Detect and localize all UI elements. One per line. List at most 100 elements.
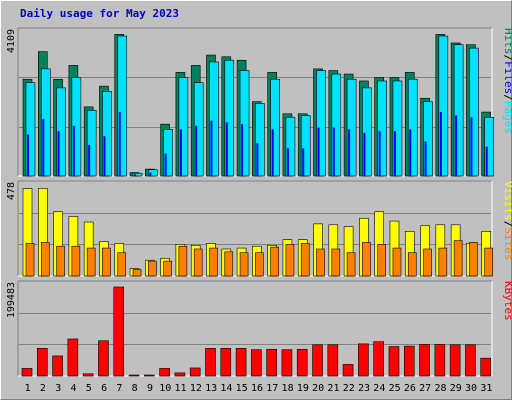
files-bar-day-30 xyxy=(470,117,473,176)
files-bar-day-3 xyxy=(57,131,60,176)
files-bar-day-12 xyxy=(195,125,198,176)
x-tick-label-day-25: 25 xyxy=(389,383,401,394)
pages-bar-day-5 xyxy=(86,110,97,177)
files-bar-day-8 xyxy=(134,174,137,176)
kbytes-bar-day-29 xyxy=(449,344,461,377)
x-tick-label-day-8: 8 xyxy=(132,383,138,394)
files-bar-day-25 xyxy=(393,131,396,176)
pages-bar-day-17 xyxy=(270,78,280,177)
files-bar-day-1 xyxy=(27,134,29,176)
pages-bar-day-18 xyxy=(285,116,296,177)
pages-bar-day-1 xyxy=(25,82,36,177)
sites-bar-day-23 xyxy=(362,242,371,277)
chart-title: Daily usage for May 2023 xyxy=(20,7,179,20)
files-bar-day-6 xyxy=(103,136,106,176)
kbytes-bar-day-1 xyxy=(21,368,33,377)
pages-bar-day-24 xyxy=(377,80,387,177)
sites-bar-day-7 xyxy=(117,252,127,277)
x-tick-label-day-3: 3 xyxy=(55,383,61,394)
legend-entry: Pages xyxy=(502,101,512,134)
sites-bar-day-17 xyxy=(270,246,279,277)
pages-bar-day-3 xyxy=(56,87,66,177)
sites-bar-day-1 xyxy=(25,243,35,277)
files-bar-day-29 xyxy=(455,115,458,176)
sites-bar-day-9 xyxy=(148,260,157,277)
files-bar-day-23 xyxy=(363,132,366,176)
pages-bar-day-22 xyxy=(346,78,357,177)
kbytes-bar-day-7 xyxy=(113,286,125,377)
sites-bar-day-20 xyxy=(316,248,325,277)
sites-bar-day-24 xyxy=(377,244,386,277)
x-tick-label-day-5: 5 xyxy=(86,383,92,394)
sites-bar-day-5 xyxy=(86,247,96,277)
x-tick-label-day-24: 24 xyxy=(373,383,385,394)
sites-bar-day-31 xyxy=(484,247,494,277)
y-max-label-bottom: 199483 xyxy=(6,282,17,318)
kbytes-bar-day-11 xyxy=(174,372,186,377)
legend-bottom: KBytes xyxy=(502,281,512,321)
kbytes-bar-day-18 xyxy=(281,349,293,377)
kbytes-bar-day-12 xyxy=(189,367,201,377)
legend-entry: / xyxy=(502,221,512,228)
legend-entry: Files xyxy=(502,61,512,94)
y-max-label-top: 4109 xyxy=(6,29,17,53)
sites-bar-day-22 xyxy=(346,252,356,277)
sites-bar-day-19 xyxy=(300,243,310,277)
x-tick-label-day-15: 15 xyxy=(236,383,248,394)
pages-bar-day-21 xyxy=(331,73,342,177)
files-bar-day-21 xyxy=(332,127,335,176)
pages-bar-day-15 xyxy=(239,70,250,177)
files-bar-day-15 xyxy=(241,124,244,176)
files-bar-day-19 xyxy=(302,148,305,176)
x-tick-label-day-4: 4 xyxy=(71,383,77,394)
sites-bar-day-16 xyxy=(255,252,264,277)
kbytes-bar-day-9 xyxy=(144,374,155,377)
kbytes-bar-day-22 xyxy=(342,364,354,377)
sites-bar-day-15 xyxy=(239,252,249,277)
x-tick-label-day-27: 27 xyxy=(419,383,431,394)
kbytes-bar-day-23 xyxy=(358,343,369,377)
legend-entry: / xyxy=(502,55,512,62)
x-tick-label-day-16: 16 xyxy=(251,383,263,394)
x-tick-label-day-22: 22 xyxy=(343,383,355,394)
sites-bar-day-8 xyxy=(132,269,142,277)
x-tick-label-day-7: 7 xyxy=(116,383,122,394)
sites-bar-day-18 xyxy=(285,244,295,277)
legend-entry: Visits xyxy=(502,181,512,221)
files-bar-day-16 xyxy=(256,143,259,176)
files-bar-day-10 xyxy=(164,153,167,176)
x-tick-label-day-20: 20 xyxy=(312,383,324,394)
files-bar-day-4 xyxy=(72,125,75,176)
files-bar-day-14 xyxy=(225,122,228,176)
kbytes-bar-day-24 xyxy=(373,341,384,377)
sites-bar-day-30 xyxy=(469,242,478,277)
x-tick-label-day-21: 21 xyxy=(327,383,339,394)
pages-bar-day-16 xyxy=(255,103,265,177)
pages-bar-day-6 xyxy=(102,91,112,177)
pages-bar-day-19 xyxy=(300,115,311,177)
x-tick-label-day-12: 12 xyxy=(190,383,202,394)
kbytes-bar-day-3 xyxy=(52,355,63,377)
pages-bar-day-26 xyxy=(407,78,418,177)
pages-bar-day-30 xyxy=(469,47,479,177)
files-bar-day-17 xyxy=(271,129,274,176)
legend-entry: KBytes xyxy=(502,281,512,321)
legend-middle: Visits/Sites xyxy=(502,181,512,261)
x-tick-label-day-18: 18 xyxy=(282,383,294,394)
kbytes-bar-day-13 xyxy=(205,348,216,377)
files-bar-day-22 xyxy=(348,129,351,176)
legend-entry: Sites xyxy=(502,227,512,260)
x-tick-label-day-6: 6 xyxy=(101,383,107,394)
legend-top: Hits/Files/Pages xyxy=(502,28,512,134)
pages-bar-day-9 xyxy=(148,169,158,177)
sites-bar-day-2 xyxy=(40,242,50,277)
kbytes-bar-day-30 xyxy=(465,344,476,377)
kbytes-bar-day-6 xyxy=(98,340,109,377)
kbytes-bar-day-25 xyxy=(388,346,400,377)
x-tick-label-day-31: 31 xyxy=(480,383,492,394)
sites-bar-day-12 xyxy=(193,248,203,277)
kbytes-bar-day-17 xyxy=(266,348,277,377)
x-tick-label-day-14: 14 xyxy=(220,383,232,394)
x-tick-label-day-26: 26 xyxy=(404,383,416,394)
pages-bar-day-20 xyxy=(316,70,326,177)
